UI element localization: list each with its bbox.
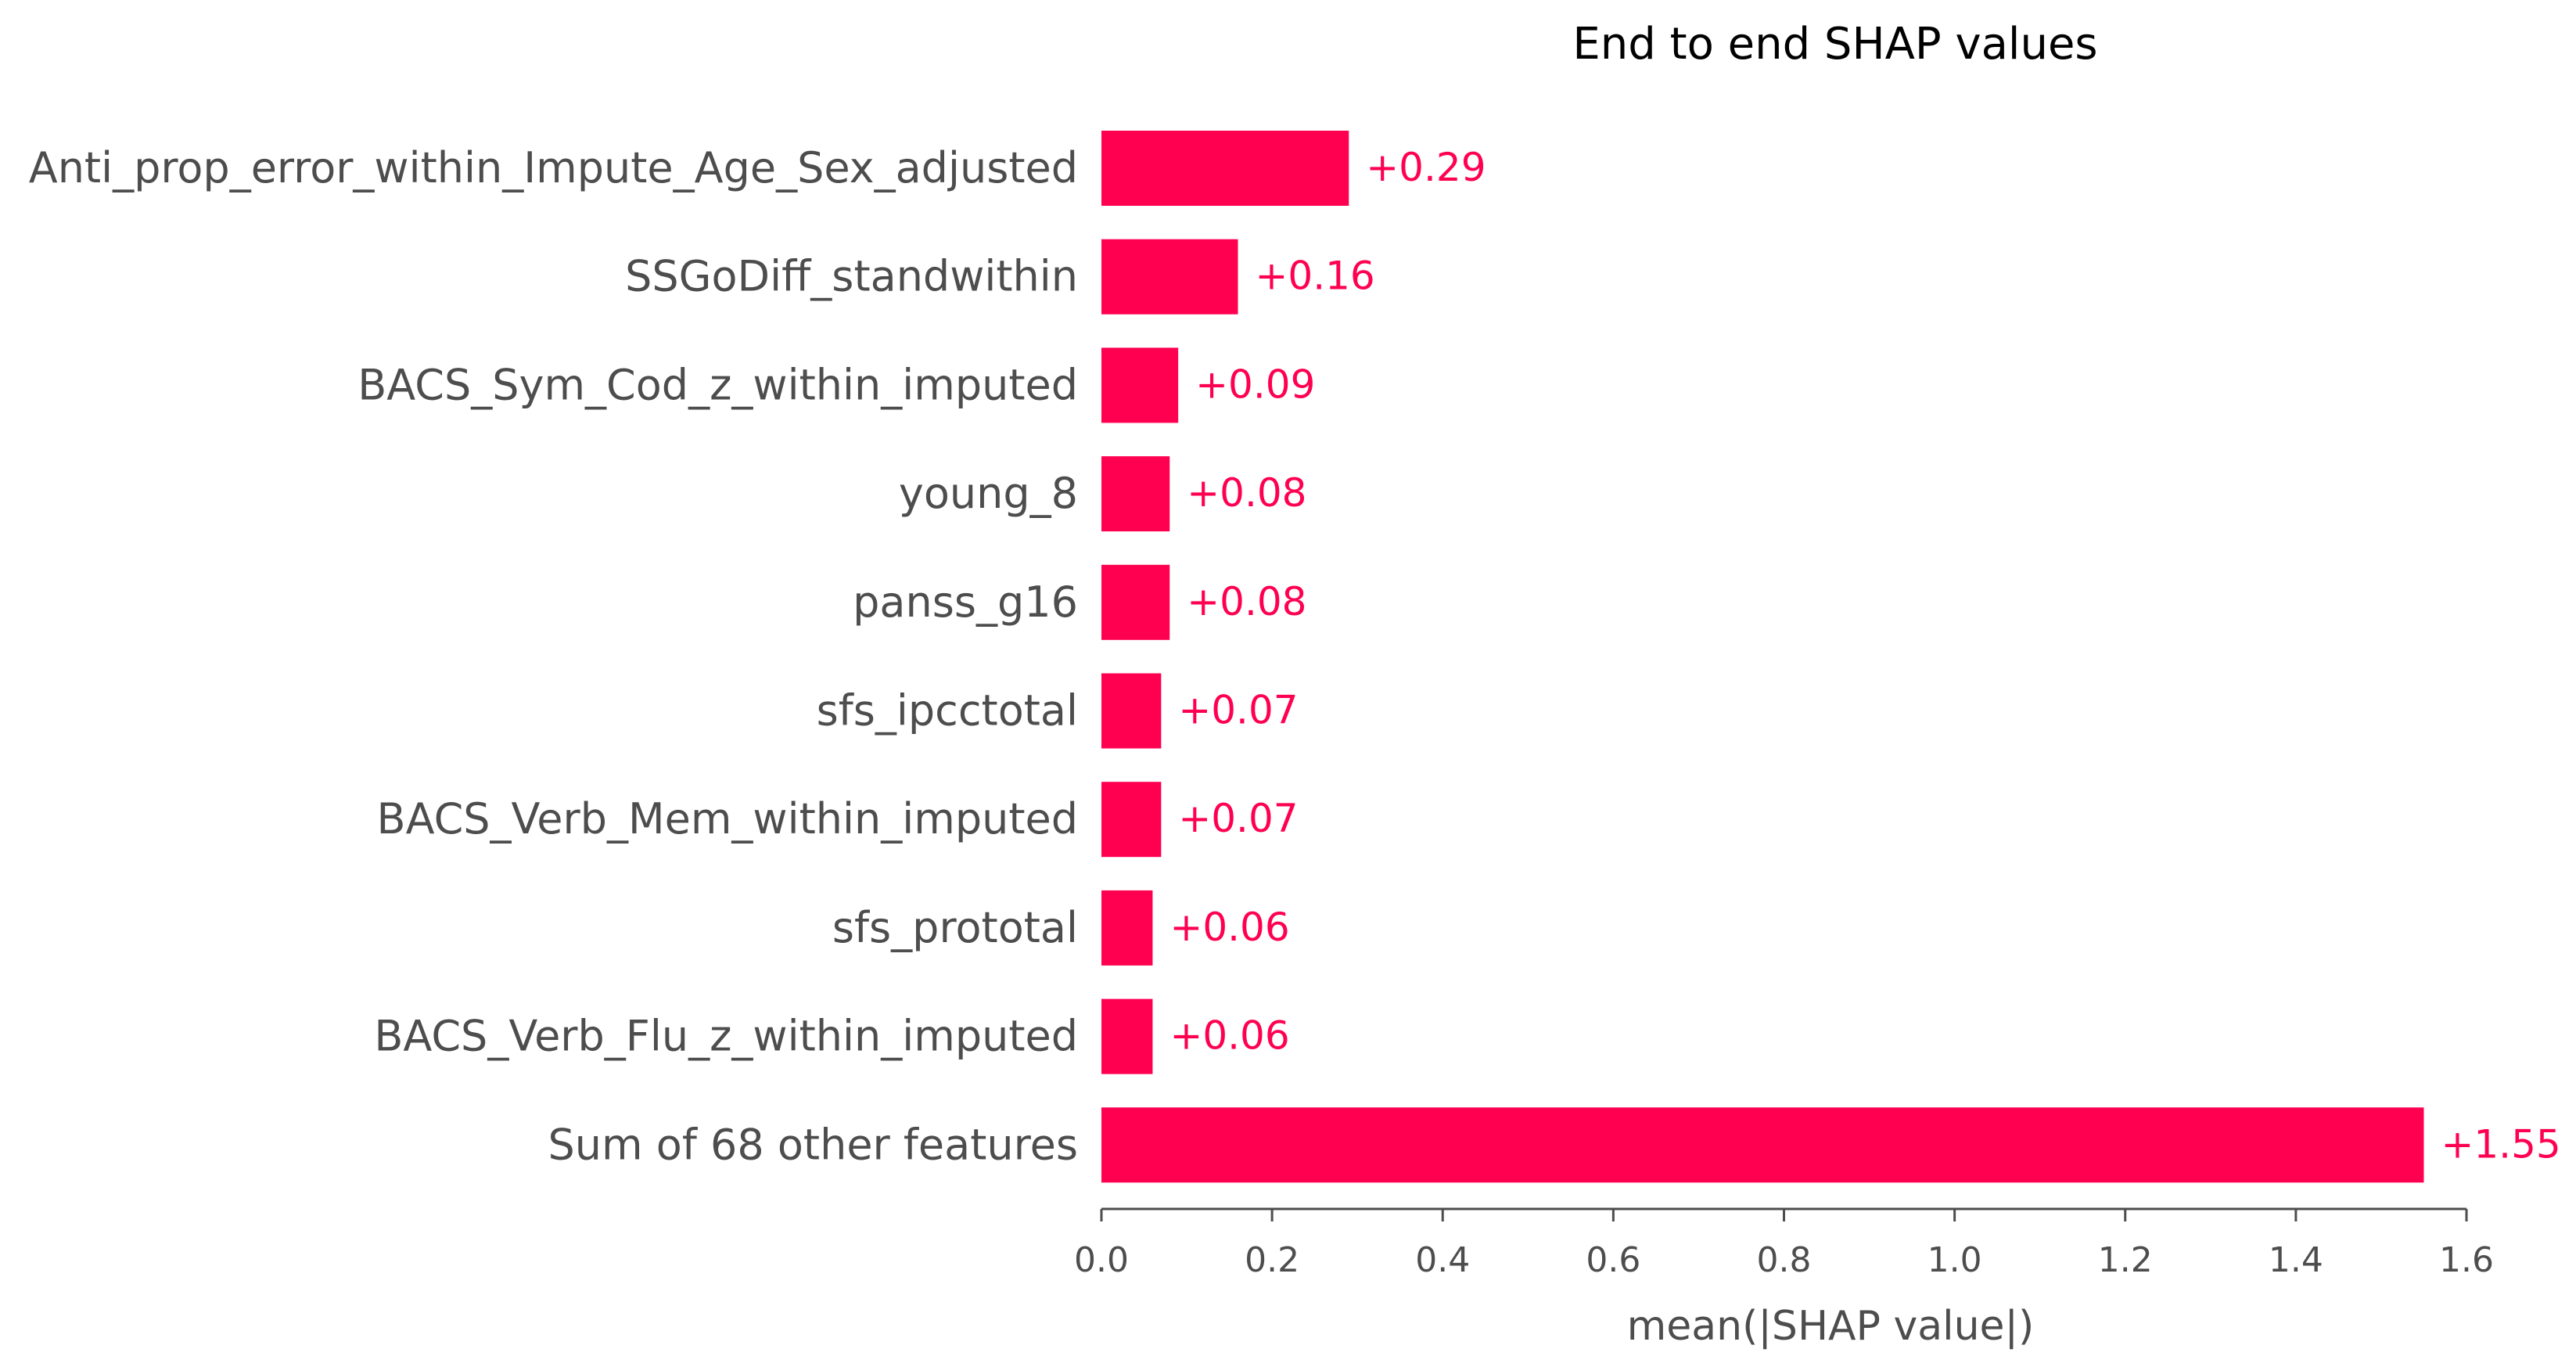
value-label-1: +0.16 [1256, 254, 1375, 299]
bar-2 [1101, 347, 1179, 423]
bar-8 [1101, 998, 1153, 1074]
value-label-7: +0.06 [1169, 905, 1289, 950]
x-tick-label-6: 1.2 [2098, 1240, 2153, 1280]
bar-6 [1101, 782, 1162, 858]
category-label-3: young_8 [899, 469, 1078, 518]
bar-9 [1101, 1107, 2424, 1183]
x-tick-label-1: 0.2 [1245, 1240, 1299, 1280]
x-axis-label: mean(|SHAP value|) [1627, 1303, 2035, 1350]
x-tick-label-3: 0.6 [1586, 1240, 1640, 1280]
value-label-6: +0.07 [1178, 796, 1298, 841]
value-label-9: +1.55 [2441, 1121, 2560, 1167]
bar-7 [1101, 890, 1153, 966]
bar-3 [1101, 456, 1170, 532]
value-label-8: +0.06 [1169, 1013, 1289, 1059]
category-labels: Anti_prop_error_within_Impute_Age_Sex_ad… [29, 143, 1078, 1169]
category-label-2: BACS_Sym_Cod_z_within_imputed [357, 360, 1078, 409]
x-tick-label-8: 1.6 [2439, 1240, 2494, 1280]
category-label-7: sfs_prototal [832, 903, 1078, 952]
x-tick-label-5: 1.0 [1928, 1240, 1982, 1280]
x-axis: 0.0 0.2 0.4 0.6 0.8 1.0 1.2 1.4 1.6 [1074, 1207, 2494, 1280]
bar-0 [1101, 131, 1349, 206]
value-labels: +0.29 +0.16 +0.09 +0.08 +0.08 +0.07 +0.07 +0.06… [1169, 145, 2560, 1167]
value-label-5: +0.07 [1178, 688, 1298, 733]
category-label-1: SSGoDiff_standwithin [625, 252, 1078, 301]
category-label-9: Sum of 68 other features [548, 1120, 1078, 1169]
category-label-4: panss_g16 [853, 577, 1078, 627]
category-label-8: BACS_Verb_Flu_z_within_imputed [374, 1012, 1078, 1061]
category-label-5: sfs_ipcctotal [817, 686, 1078, 736]
value-label-3: +0.08 [1187, 470, 1306, 516]
bars-layer [1101, 131, 2424, 1183]
value-label-2: +0.09 [1195, 362, 1315, 407]
x-tick-label-2: 0.4 [1415, 1240, 1470, 1280]
value-label-4: +0.08 [1187, 579, 1306, 624]
chart-title: End to end SHAP values [1572, 19, 2097, 70]
bar-1 [1101, 239, 1238, 315]
x-tick-label-4: 0.8 [1757, 1240, 1812, 1280]
category-label-0: Anti_prop_error_within_Impute_Age_Sex_ad… [29, 143, 1078, 192]
x-tick-label-7: 1.4 [2269, 1240, 2323, 1280]
bar-5 [1101, 673, 1162, 749]
category-label-6: BACS_Verb_Mem_within_imputed [377, 794, 1078, 844]
bar-4 [1101, 564, 1170, 640]
value-label-0: +0.29 [1366, 145, 1486, 190]
x-tick-label-0: 0.0 [1074, 1240, 1129, 1280]
